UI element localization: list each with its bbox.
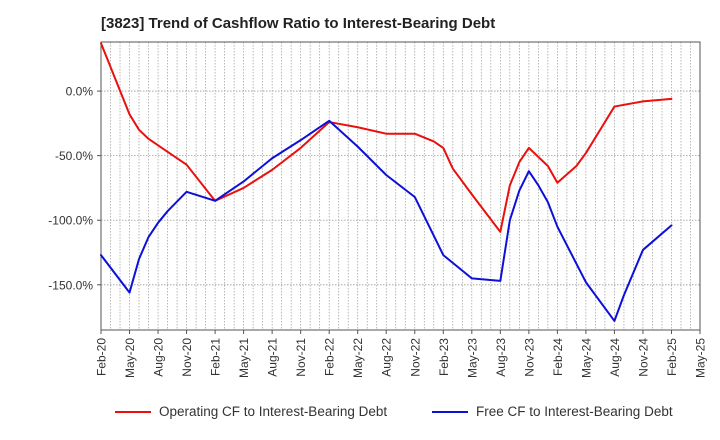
x-tick-label: May-22 <box>351 338 365 378</box>
x-tick-label: Nov-24 <box>636 338 650 377</box>
x-tick-label: Feb-22 <box>323 338 337 376</box>
horizontal-gridlines <box>101 90 700 286</box>
legend-item-free-cf: Free CF to Interest-Bearing Debt <box>432 404 673 419</box>
x-tick-label: May-21 <box>237 338 251 378</box>
x-tick-label: May-24 <box>579 338 593 378</box>
y-tick-label: -100.0% <box>48 214 93 228</box>
x-tick-label: Aug-23 <box>494 338 508 377</box>
x-tick-label: Feb-24 <box>551 338 565 376</box>
x-tick-label: Feb-23 <box>437 338 451 376</box>
x-tick-label: Nov-20 <box>180 338 194 377</box>
y-tick-label: -150.0% <box>48 278 93 292</box>
plot-frame <box>100 41 701 331</box>
series-line-free-cf <box>100 119 673 322</box>
x-tick-label: Aug-20 <box>152 338 166 377</box>
x-tick-label: Aug-21 <box>266 338 280 377</box>
x-tick-label: Feb-20 <box>95 338 109 376</box>
legend-label-operating-cf: Operating CF to Interest-Bearing Debt <box>159 404 388 419</box>
x-tick-label: May-25 <box>694 338 708 378</box>
chart-title: [3823] Trend of Cashflow Ratio to Intere… <box>101 15 496 32</box>
y-axis-ticks: 0.0% -50.0% -100.0% -150.0% <box>48 85 101 292</box>
x-tick-label: Nov-23 <box>522 338 536 377</box>
legend-swatch-operating-cf <box>115 410 151 413</box>
x-tick-label: Nov-21 <box>294 338 308 377</box>
x-axis-ticks: Feb-20 May-20 Aug-20 Nov-20 Feb-21 May-21 Aug-… <box>95 330 708 378</box>
y-tick-label: -50.0% <box>55 149 93 163</box>
x-tick-label: Aug-24 <box>608 338 622 377</box>
legend: Operating CF to Interest-Bearing Debt Fr… <box>0 404 720 426</box>
series-lines <box>100 42 673 322</box>
x-tick-label: Feb-21 <box>209 338 223 376</box>
series-line-operating-cf <box>100 42 673 233</box>
x-tick-label: May-23 <box>465 338 479 378</box>
x-tick-label: May-20 <box>123 338 137 378</box>
vertical-gridlines <box>110 42 691 330</box>
legend-swatch-free-cf <box>432 410 468 413</box>
x-tick-label: Nov-22 <box>408 338 422 377</box>
y-tick-label: 0.0% <box>66 85 94 99</box>
x-tick-label: Feb-25 <box>665 338 679 376</box>
legend-item-operating-cf: Operating CF to Interest-Bearing Debt <box>115 404 387 419</box>
x-tick-label: Aug-22 <box>380 338 394 377</box>
legend-label-free-cf: Free CF to Interest-Bearing Debt <box>476 404 673 419</box>
